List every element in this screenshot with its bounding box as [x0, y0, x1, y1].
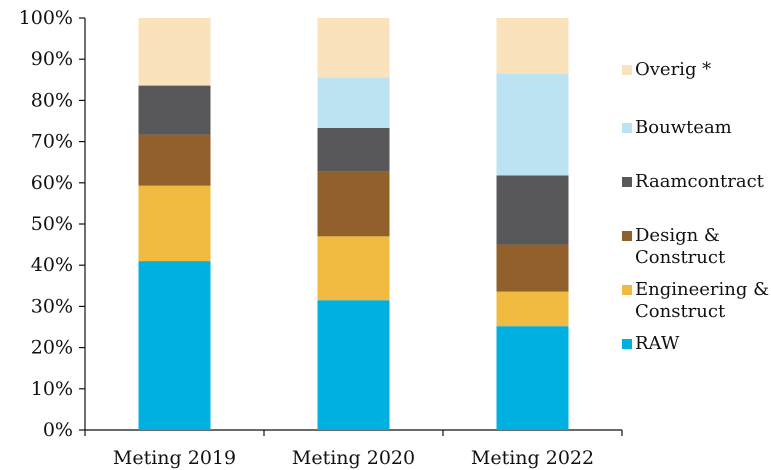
bar-segment-design-construct	[317, 171, 390, 237]
y-tick-label: 40%	[31, 254, 73, 276]
y-tick-label: 10%	[31, 378, 73, 400]
bars	[138, 18, 569, 430]
y-tick-label: 80%	[31, 89, 73, 111]
y-tick-label: 0%	[43, 419, 73, 441]
bar-segment-raamcontract	[496, 175, 569, 245]
x-category-label: Meting 2022	[471, 447, 594, 469]
y-axis: 0% 10% 20% 30% 40% 50% 60% 70% 80% 90% 100%	[19, 7, 86, 441]
bar-segment-bouwteam	[317, 77, 390, 129]
legend-label: Engineering & Construct	[635, 279, 769, 322]
legend-swatch	[622, 177, 632, 187]
bar-segment-raw	[138, 261, 211, 430]
y-tick-label: 50%	[31, 213, 73, 235]
bar-segment-overig	[496, 18, 569, 74]
legend-label: Overig *	[635, 59, 711, 80]
x-axis: Meting 2019 Meting 2020 Meting 2022	[84, 429, 623, 469]
x-category-label: Meting 2020	[292, 447, 415, 469]
y-tick-label: 100%	[19, 7, 73, 29]
legend: Overig * Bouwteam Raamcontract Design & Cons…	[622, 59, 769, 354]
legend-swatch	[622, 123, 632, 133]
legend-swatch	[622, 339, 632, 349]
legend-swatch	[622, 285, 632, 295]
y-tick-label: 60%	[31, 172, 73, 194]
legend-label: Bouwteam	[635, 117, 732, 138]
bar-segment-raw	[317, 300, 390, 430]
bar-segment-design-construct	[496, 244, 569, 292]
legend-label: RAW	[635, 333, 680, 354]
bar-segment-engineering-construct	[496, 291, 569, 327]
y-tick-label: 20%	[31, 337, 73, 359]
bar-segment-engineering-construct	[317, 236, 390, 301]
bar-segment-overig	[317, 18, 390, 78]
y-tick-label: 70%	[31, 131, 73, 153]
legend-label: Design & Construct	[635, 225, 726, 268]
bar-segment-design-construct	[138, 134, 211, 186]
bar-segment-raw	[496, 326, 569, 430]
legend-swatch	[622, 65, 632, 75]
y-tick-label: 90%	[31, 48, 73, 70]
bar-segment-engineering-construct	[138, 185, 211, 262]
bar-segment-bouwteam	[496, 73, 569, 176]
legend-label: Raamcontract	[635, 171, 765, 192]
y-tick-label: 30%	[31, 295, 73, 317]
bar-segment-overig	[138, 18, 211, 86]
x-category-label: Meting 2019	[113, 447, 236, 469]
bar-segment-raamcontract	[138, 85, 211, 135]
legend-swatch	[622, 231, 632, 241]
bar-segment-raamcontract	[317, 128, 390, 172]
